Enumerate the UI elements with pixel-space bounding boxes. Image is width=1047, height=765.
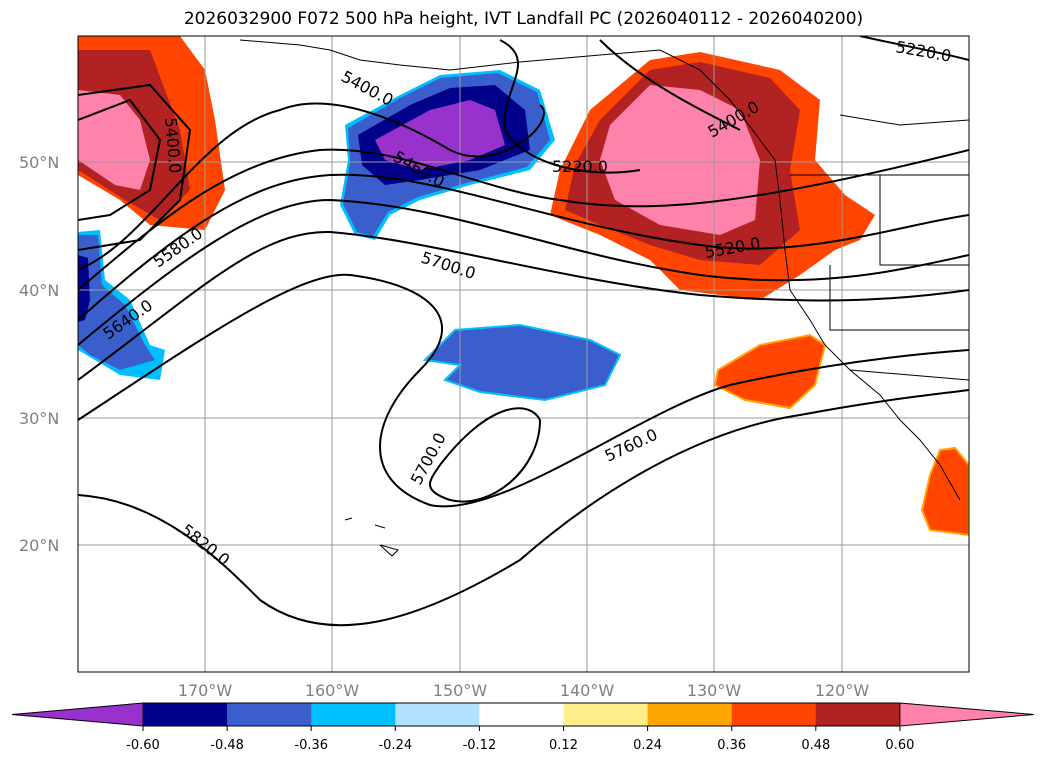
colorbar: -0.60 -0.48 -0.36 -0.24 -0.12 0.12 0.24 0.36 0.4… bbox=[11, 702, 1035, 753]
ivt-positive-california bbox=[713, 333, 827, 410]
colorbar-segment bbox=[227, 703, 312, 726]
map-frame bbox=[77, 35, 970, 673]
colorbar-tick-label: -0.60 bbox=[126, 738, 160, 753]
lat-label: 30°N bbox=[19, 409, 59, 428]
colorbar-segment bbox=[815, 703, 901, 726]
colorbar-segment bbox=[395, 703, 480, 726]
lat-label: 20°N bbox=[19, 536, 59, 555]
colorbar-tick-label: 0.48 bbox=[801, 738, 830, 753]
ivt-negative-central bbox=[340, 70, 555, 240]
lon-label: 160°W bbox=[305, 681, 360, 700]
colorbar-extend-max bbox=[899, 702, 1035, 727]
colorbar-segment bbox=[647, 703, 733, 726]
lon-label: 140°W bbox=[560, 681, 615, 700]
colorbar-tick-label: -0.24 bbox=[378, 738, 412, 753]
colorbar-segment bbox=[563, 703, 649, 726]
colorbar-tick-label: 0.60 bbox=[885, 738, 914, 753]
contour-label: 5400.0 bbox=[161, 117, 185, 174]
longitude-labels: 170°W 160°W 150°W 140°W 130°W 120°W bbox=[178, 681, 870, 700]
latitude-labels: 50°N 40°N 30°N 20°N bbox=[19, 153, 59, 555]
ivt-positive-mexico bbox=[920, 446, 969, 537]
graticule bbox=[78, 36, 969, 672]
colorbar-tick-label: -0.36 bbox=[294, 738, 328, 753]
colorbar-segment bbox=[479, 703, 564, 726]
colorbar-segment bbox=[731, 703, 817, 726]
colorbar-segment bbox=[311, 703, 396, 726]
colorbar-tick-label: -0.48 bbox=[210, 738, 244, 753]
colorbar-tick-label: 0.24 bbox=[633, 738, 662, 753]
contour-label: 5220.0 bbox=[552, 157, 608, 176]
colorbar-extend-min bbox=[11, 702, 144, 727]
colorbar-segment bbox=[143, 703, 228, 726]
lon-label: 130°W bbox=[687, 681, 742, 700]
map-plot-area: 5220.0 5400.0 5400.0 5460.0 5220.0 5400.… bbox=[78, 36, 969, 672]
height-contours bbox=[78, 36, 969, 627]
colorbar-tick-label: 0.36 bbox=[717, 738, 746, 753]
lat-label: 40°N bbox=[19, 281, 59, 300]
lon-label: 150°W bbox=[433, 681, 488, 700]
ivt-negative-midpacific bbox=[422, 323, 622, 402]
lon-label: 170°W bbox=[178, 681, 233, 700]
ivt-positive-northeast bbox=[550, 52, 875, 300]
coastlines bbox=[239, 39, 969, 557]
lon-label: 120°W bbox=[815, 681, 870, 700]
lat-label: 50°N bbox=[19, 153, 59, 172]
colorbar-tick-label: -0.12 bbox=[463, 738, 497, 753]
colorbar-tick-label: 0.12 bbox=[549, 738, 578, 753]
plot-title: 2026032900 F072 500 hPa height, IVT Land… bbox=[183, 9, 864, 29]
ivt-positive-nw bbox=[78, 36, 225, 230]
